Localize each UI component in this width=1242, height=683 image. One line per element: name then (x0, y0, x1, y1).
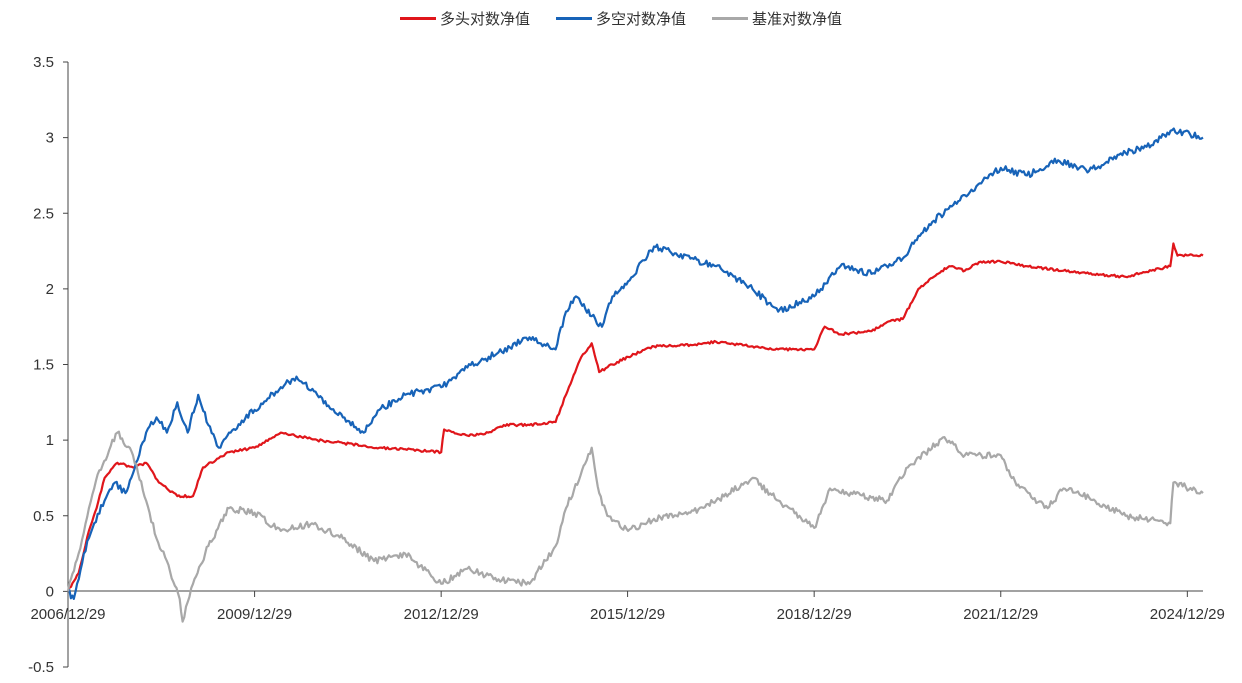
series-line (66, 430, 1204, 623)
x-tick-label: 2015/12/29 (590, 606, 665, 623)
legend-swatch-long-short (555, 17, 592, 20)
x-tick-label: 2024/12/29 (1150, 606, 1225, 623)
y-tick-label: -0.5 (28, 659, 54, 676)
x-tick-label: 2018/12/29 (777, 606, 852, 623)
legend-item-long-short: 多空对数净值 (555, 8, 686, 29)
series-line (66, 242, 1204, 592)
y-tick-label: 3 (46, 130, 54, 147)
y-tick-label: 1.5 (33, 357, 54, 374)
legend: 多头对数净值 多空对数净值 基准对数净值 (0, 8, 1242, 29)
legend-item-benchmark: 基准对数净值 (712, 8, 842, 29)
legend-swatch-benchmark (712, 17, 748, 20)
legend-item-long-only: 多头对数净值 (399, 8, 530, 29)
series-line (67, 127, 1204, 600)
x-tick-label: 2021/12/29 (963, 606, 1038, 623)
y-tick-label: 1 (46, 432, 54, 449)
y-tick-label: 0 (46, 583, 54, 600)
legend-label-long-short: 多空对数净值 (595, 11, 686, 28)
legend-label-benchmark: 基准对数净值 (752, 11, 843, 28)
x-tick-label: 2009/12/29 (217, 606, 292, 623)
y-tick-label: 3.5 (33, 54, 54, 71)
legend-swatch-long-only (399, 17, 436, 20)
y-tick-label: 2 (46, 281, 54, 298)
legend-label-long-only: 多头对数净值 (439, 11, 530, 28)
y-tick-label: 2.5 (33, 205, 54, 222)
x-tick-label: 2012/12/29 (404, 606, 479, 623)
y-tick-label: 0.5 (33, 508, 54, 525)
x-tick-label: 2006/12/29 (30, 606, 105, 623)
